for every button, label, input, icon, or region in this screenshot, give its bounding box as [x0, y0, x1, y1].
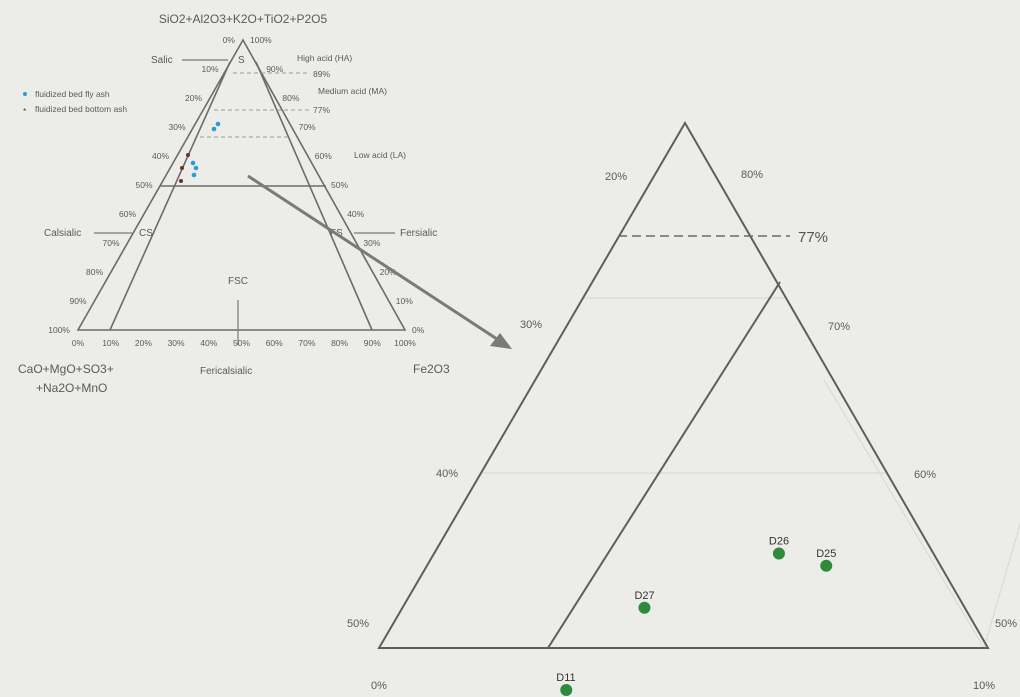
data-point	[560, 684, 573, 696]
overview-left-tick: 10%	[201, 64, 218, 74]
zoomed-grid	[481, 297, 1020, 649]
overview-left-tick: 20%	[185, 93, 202, 103]
overview-right-tick: 30%	[363, 238, 380, 248]
bottom-axis-tick: 10%	[973, 680, 995, 692]
overview-point	[193, 165, 199, 171]
overview-left-tick: 50%	[135, 180, 152, 190]
zoomed-ternary: 77% 20%30%40%50%80%70%60%50%0%10%20%30% …	[347, 121, 1020, 696]
data-point-label: D27	[634, 590, 654, 602]
overview-right-label: Fe2O3	[413, 362, 450, 376]
overview-bottom-tick: 90%	[364, 338, 381, 348]
overview-bottom-tick: 100%	[394, 338, 416, 348]
overview-points	[179, 121, 221, 183]
data-point	[638, 601, 651, 614]
acid-ma: Medium acid (MA)	[318, 86, 387, 96]
bottom-axis-tick: 0%	[371, 680, 387, 692]
overview-left-tick: 90%	[69, 296, 86, 306]
overview-point	[180, 166, 184, 170]
zoomed-triangle	[377, 121, 990, 649]
overview-bottom-tick: 80%	[331, 338, 348, 348]
overview-right-tick: 50%	[331, 180, 348, 190]
acid-ha: High acid (HA)	[297, 53, 352, 63]
legend-fly-ash-marker	[23, 92, 27, 96]
overview-left-tick: 100%	[48, 325, 70, 335]
zoomed-inner-right	[547, 281, 781, 649]
overview-left-label-1: CaO+MgO+SO3+	[18, 362, 114, 376]
overview-point	[191, 172, 197, 178]
reference-77-label: 77%	[798, 229, 828, 246]
overview-point	[186, 153, 190, 157]
overview-right-tick: 70%	[299, 122, 316, 132]
overview-bottom-tick: 70%	[298, 338, 315, 348]
data-point	[772, 547, 785, 560]
legend-bottom-ash-marker: *	[23, 106, 27, 116]
overview-right-tick: 60%	[315, 151, 332, 161]
overview-right-tick: 0%	[412, 325, 425, 335]
overview-left-tick: 40%	[152, 151, 169, 161]
legend-bottom-ash: fluidized bed bottom ash	[35, 104, 127, 114]
overview-left-label-2: +Na2O+MnO	[36, 381, 107, 395]
overview-point	[190, 160, 196, 166]
overview-bottom-tick: 10%	[102, 338, 119, 348]
overview-bottom-tick: 30%	[168, 338, 185, 348]
zone-fersialic: Fersialic	[400, 228, 437, 239]
grid-line	[983, 522, 1020, 649]
left-axis-tick: 50%	[347, 618, 369, 630]
overview-right-tick: 40%	[347, 209, 364, 219]
overview-right-tick: 100%	[250, 35, 272, 45]
zone-salic: Salic	[151, 55, 173, 66]
overview-bottom-tick: 40%	[200, 338, 217, 348]
data-point	[820, 559, 833, 572]
overview-point	[215, 121, 221, 127]
zone-fericalsialic: Fericalsialic	[200, 366, 252, 377]
overview-right-tick: 80%	[282, 93, 299, 103]
left-axis-tick: 20%	[605, 171, 627, 183]
overview-point	[211, 126, 217, 132]
acid-ha-pct: 89%	[313, 69, 330, 79]
overview-right-tick: 10%	[396, 296, 413, 306]
right-axis-tick: 80%	[741, 169, 763, 181]
overview-bottom-tick: 60%	[266, 338, 283, 348]
grid-line	[823, 379, 985, 649]
right-axis-tick: 50%	[995, 618, 1017, 630]
overview-top-label: SiO2+Al2O3+K2O+TiO2+P2O5	[159, 12, 328, 26]
overview-left-tick: 80%	[86, 267, 103, 277]
overview-left-tick: 0%	[223, 35, 236, 45]
zoom-arrow	[247, 174, 512, 349]
zone-cs: CS	[139, 228, 153, 239]
data-point-label: D11	[556, 672, 575, 684]
acid-la: Low acid (LA)	[354, 150, 406, 160]
right-axis-tick: 70%	[828, 321, 850, 333]
right-axis-tick: 60%	[914, 469, 936, 481]
legend-fly-ash: fluidized bed fly ash	[35, 89, 110, 99]
acid-ma-pct: 77%	[313, 105, 330, 115]
overview-triangle	[76, 38, 407, 331]
overview-right-tick: 20%	[380, 267, 397, 277]
overview-inner-left	[109, 61, 231, 331]
overview-bottom-tick: 20%	[135, 338, 152, 348]
data-point-label: D25	[816, 548, 836, 560]
zone-fsc: FSC	[228, 276, 248, 287]
overview-left-tick: 30%	[168, 122, 185, 132]
zone-calsialic: Calsialic	[44, 228, 81, 239]
overview-left-tick: 60%	[119, 209, 136, 219]
overview-ternary: SiO2+Al2O3+K2O+TiO2+P2O5 CaO+MgO+SO3+ +N…	[18, 12, 450, 395]
overview-point	[179, 179, 183, 183]
overview-inner-right	[255, 61, 373, 331]
overview-right-tick: 90%	[266, 64, 283, 74]
left-axis-tick: 30%	[520, 319, 542, 331]
overview-bottom-tick: 50%	[233, 338, 250, 348]
overview-left-tick: 70%	[102, 238, 119, 248]
data-point-label: D26	[769, 536, 789, 548]
zone-s: S	[238, 55, 245, 66]
overview-bottom-tick: 0%	[72, 338, 85, 348]
left-axis-tick: 40%	[436, 468, 458, 480]
